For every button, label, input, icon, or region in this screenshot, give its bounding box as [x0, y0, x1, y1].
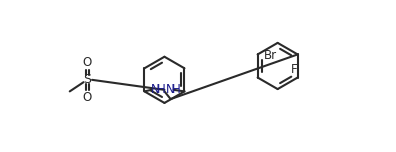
Text: Br: Br [263, 49, 276, 62]
Text: H: H [171, 83, 180, 96]
Text: H: H [157, 83, 166, 96]
Text: O: O [83, 56, 92, 69]
Text: O: O [83, 91, 92, 104]
Text: F: F [291, 63, 298, 76]
Text: N: N [151, 83, 160, 96]
Text: N: N [166, 83, 175, 96]
Text: S: S [84, 73, 91, 86]
